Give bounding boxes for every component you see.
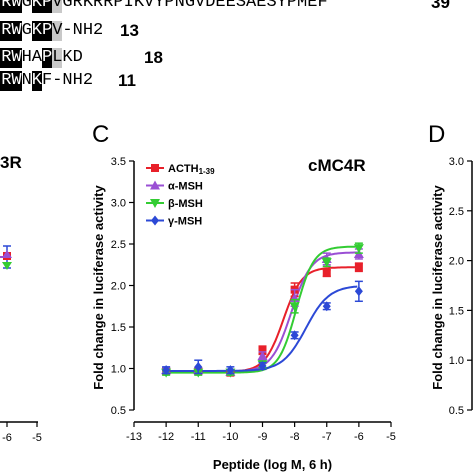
data-point bbox=[162, 365, 171, 376]
left-data-point bbox=[2, 262, 12, 270]
data-point bbox=[258, 346, 267, 355]
data-point bbox=[321, 258, 332, 268]
panel-d-y-tick-label: 0.5 bbox=[449, 405, 464, 417]
x-tick-label: -10 bbox=[222, 431, 238, 443]
highlighted-residue-text: P bbox=[42, 48, 53, 67]
sequence-length: 13 bbox=[120, 21, 139, 40]
sequence-text: FRWGKPV-NH2 bbox=[0, 21, 104, 40]
legend-marker bbox=[150, 180, 160, 190]
y-tick-label: 0.5 bbox=[111, 405, 126, 417]
sequence-length: 11 bbox=[118, 71, 136, 90]
left-panel-partial: -6 -5 bbox=[0, 245, 42, 444]
panel-d-letter: D bbox=[428, 121, 446, 148]
similar-residue-highlight bbox=[52, 48, 63, 68]
highlighted-residue-text: FRW bbox=[0, 21, 22, 40]
panel-d-y-tick-label: 2.0 bbox=[449, 256, 464, 268]
data-point bbox=[290, 330, 299, 341]
highlighted-residue-text: FRW bbox=[0, 71, 22, 90]
x-tick-label: -5 bbox=[386, 431, 396, 443]
data-point bbox=[257, 351, 268, 361]
panel-c-chart: 0.5 1.0 1.5 2.0 2.5 3.0 3.5 -13 -12 -11 -10 -9 -8 -7 -… bbox=[91, 156, 396, 472]
left-panel-title: 3R bbox=[0, 153, 22, 172]
legend-label: γ-MSH bbox=[168, 216, 202, 228]
x-tick-label: -9 bbox=[258, 431, 268, 443]
y-tick-label: 3.5 bbox=[111, 156, 126, 168]
x-tick-label: -6 bbox=[354, 431, 364, 443]
data-point bbox=[258, 361, 267, 372]
panel-d-y-tick-label: 1.5 bbox=[449, 305, 464, 317]
highlighted-residue-text: KP bbox=[31, 0, 53, 12]
y-tick-label: 1.5 bbox=[111, 322, 126, 334]
left-x-tick-label: -5 bbox=[32, 432, 42, 444]
similar-residue-highlight bbox=[52, 0, 63, 13]
data-point bbox=[226, 365, 235, 376]
legend-marker bbox=[151, 164, 159, 172]
sequence-length: 18 bbox=[144, 48, 163, 67]
sequence-text: FRWHAPLKD bbox=[0, 48, 83, 67]
data-point bbox=[322, 301, 331, 312]
conserved-residue-highlight bbox=[0, 71, 22, 91]
data-point bbox=[353, 244, 364, 254]
x-tick-label: -12 bbox=[158, 431, 174, 443]
conserved-residue-highlight bbox=[0, 0, 22, 13]
sequence-text: FRWNKF-NH2 bbox=[0, 71, 94, 90]
left-x-tick-label: -6 bbox=[2, 432, 12, 444]
panel-d-axis: 3.0 2.5 2.0 1.5 1.0 0.5 Fold change in lucifer… bbox=[430, 156, 473, 417]
legend-marker bbox=[150, 199, 160, 208]
conserved-residue-highlight bbox=[31, 21, 53, 41]
panel-d-y-tick-label: 3.0 bbox=[449, 156, 464, 168]
legend-label: ACTH1-39 bbox=[168, 163, 215, 176]
data-point bbox=[354, 286, 363, 297]
data-point bbox=[322, 269, 331, 278]
legend-marker bbox=[151, 215, 159, 226]
panel-d-y-tick-label: 1.0 bbox=[449, 355, 464, 367]
data-point bbox=[289, 302, 300, 312]
legend-label: β-MSH bbox=[168, 198, 203, 210]
y-axis-title: Fold change in luciferase activity bbox=[91, 185, 106, 390]
conserved-residue-highlight bbox=[31, 71, 42, 91]
x-axis-title: Peptide (log M, 6 h) bbox=[213, 457, 332, 472]
conserved-residue-highlight bbox=[42, 48, 53, 68]
data-point bbox=[354, 263, 363, 272]
y-tick-label: 1.0 bbox=[111, 364, 126, 376]
highlighted-residue-text: FRW bbox=[0, 48, 22, 67]
highlighted-residue-text: K bbox=[31, 71, 42, 90]
conserved-residue-highlight bbox=[0, 48, 22, 68]
x-tick-label: -8 bbox=[290, 431, 300, 443]
data-point bbox=[194, 361, 203, 372]
panel-c-letter: C bbox=[92, 121, 110, 148]
panel-d-y-axis-title: Fold change in luciferase activity bbox=[430, 185, 445, 390]
x-tick-label: -7 bbox=[322, 431, 332, 443]
similar-residue-highlight bbox=[52, 21, 63, 41]
y-tick-label: 2.5 bbox=[111, 239, 126, 251]
panel-c-title: cMC4R bbox=[308, 156, 366, 175]
conserved-residue-highlight bbox=[0, 21, 22, 41]
legend-label: α-MSH bbox=[168, 181, 203, 193]
highlighted-residue-text: FRW bbox=[0, 0, 22, 12]
sequence-text: FRWGKPVGRKRRPIKVYPNGVDEESAESYPMEF bbox=[0, 0, 328, 12]
x-tick-label: -11 bbox=[191, 431, 206, 443]
highlighted-residue-text: KP bbox=[31, 21, 53, 40]
y-tick-label: 3.0 bbox=[111, 198, 126, 210]
x-tick-label: -13 bbox=[126, 431, 142, 443]
sequence-length: 39 bbox=[431, 0, 450, 12]
conserved-residue-highlight bbox=[31, 0, 53, 13]
panel-d-y-tick-label: 2.5 bbox=[449, 206, 464, 218]
y-tick-label: 2.0 bbox=[111, 281, 126, 293]
